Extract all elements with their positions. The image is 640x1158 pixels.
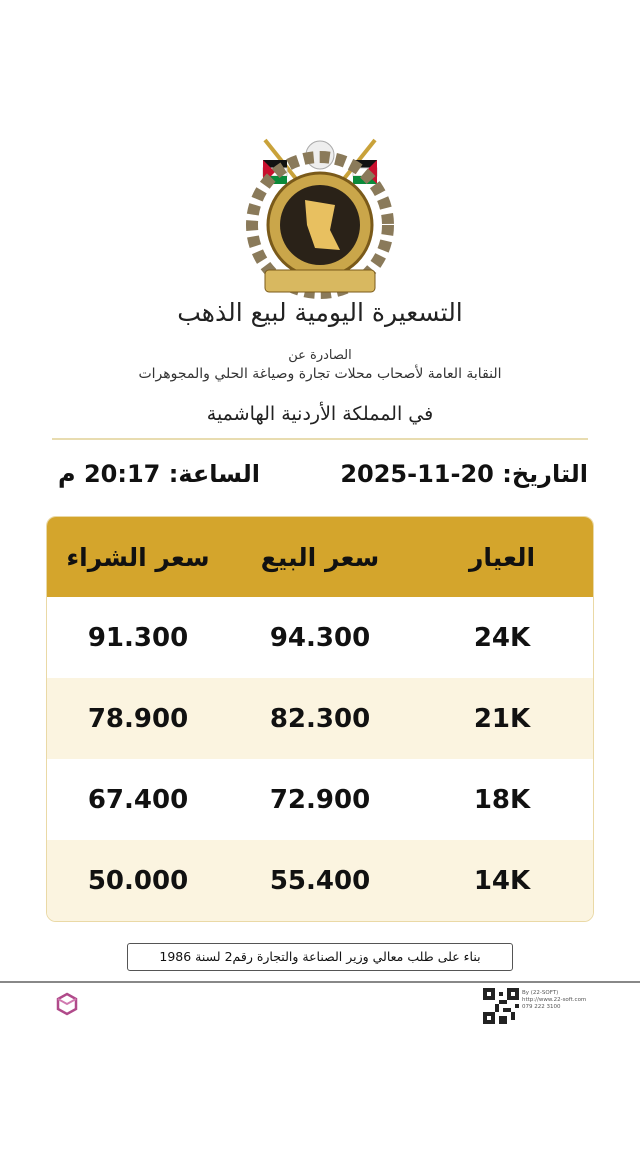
price-table: سعر الشراء سعر البيع العيار 91.300 94.30… (46, 516, 594, 922)
karat: 18K (473, 784, 531, 815)
karat: 21K (473, 703, 531, 734)
table-row: 78.900 82.300 21K (47, 678, 593, 759)
karat: 14K (473, 865, 531, 896)
date-label: التاريخ: 20-11-2025 (340, 460, 588, 488)
sell-price: 94.300 (269, 622, 371, 653)
sell-price: 72.900 (269, 784, 371, 815)
divider (52, 438, 588, 440)
table-header: سعر الشراء سعر البيع العيار (47, 517, 593, 597)
column-header-karat: العيار (468, 542, 536, 572)
buy-price: 67.400 (87, 784, 189, 815)
qr-code-icon[interactable] (483, 988, 519, 1024)
ministry-note: بناء على طلب معالي وزير الصناعة والتجارة… (127, 943, 513, 971)
time-label: الساعة: 20:17 م (58, 460, 260, 488)
issued-by-label: الصادرة عن (288, 348, 352, 363)
table-row: 91.300 94.300 24K (47, 597, 593, 678)
country-name: في المملكة الأردنية الهاشمية (206, 403, 434, 425)
credit-name: By (22-SOFT) (522, 990, 559, 996)
buy-price: 50.000 (87, 865, 189, 896)
table-row: 50.000 55.400 14K (47, 840, 593, 921)
karat: 24K (473, 622, 531, 653)
column-header-sell: سعر البيع (260, 542, 380, 572)
union-name: النقابة العامة لأصحاب محلات تجارة وصياغة… (138, 366, 502, 382)
union-emblem-logo (246, 138, 394, 299)
buy-price: 91.300 (87, 622, 189, 653)
brand-cube-icon (56, 992, 78, 1016)
credit-url[interactable]: http://www.22-soft.com (522, 997, 587, 1003)
sell-price: 55.400 (269, 865, 371, 896)
buy-price: 78.900 (87, 703, 189, 734)
sell-price: 82.300 (269, 703, 371, 734)
table-row: 67.400 72.900 18K (47, 759, 593, 840)
credit-phone: 079 222 3100 (522, 1004, 561, 1010)
page-title: التسعيرة اليومية لبيع الذهب (177, 298, 463, 327)
developer-credit: By (22-SOFT) http://www.22-soft.com 079 … (522, 990, 586, 1011)
column-header-buy: سعر الشراء (66, 542, 210, 572)
footer-divider (0, 981, 640, 983)
